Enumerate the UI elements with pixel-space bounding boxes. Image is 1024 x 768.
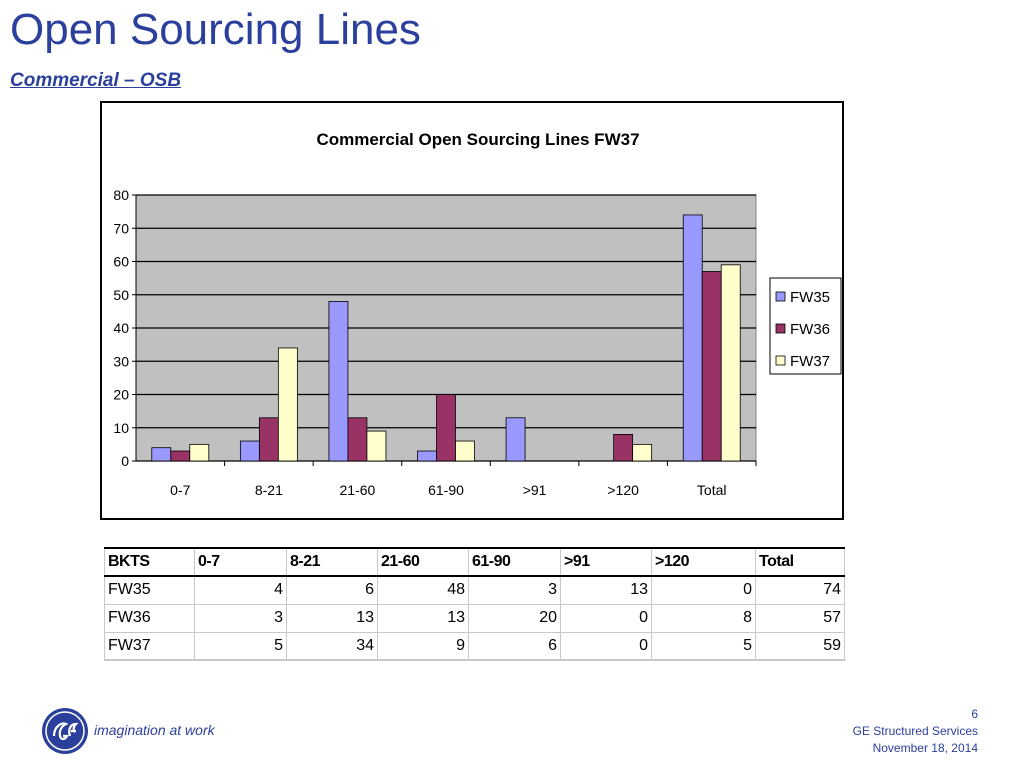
y-tick-label: 80: [113, 187, 129, 203]
table-header-cell: BKTS: [104, 547, 195, 577]
legend-label: FW37: [790, 353, 830, 370]
slide-subtitle: Commercial – OSB: [10, 70, 182, 91]
bar: [682, 214, 703, 462]
legend-label: FW36: [790, 321, 830, 338]
company-name: GE Structured Services: [852, 724, 978, 738]
bar: [277, 347, 298, 462]
bar: [455, 440, 475, 462]
y-tick-label: 50: [113, 287, 129, 303]
table-cell: FW37: [104, 631, 195, 661]
table-cell: 57: [755, 603, 845, 633]
table-cell: 0: [560, 603, 652, 633]
bar-chart: Commercial Open Sourcing Lines FW37 0 10 20…: [113, 130, 842, 498]
table-header-cell: 0-7: [194, 547, 287, 577]
x-tick-label: 61-90: [428, 482, 464, 498]
table-cell: 20: [468, 603, 561, 633]
legend-swatch: [775, 355, 786, 366]
table-cell: 8: [651, 603, 756, 633]
table-cell: 6: [468, 631, 561, 661]
bar: [505, 417, 526, 462]
table-header-cell: 61-90: [468, 547, 561, 577]
table-cell: 5: [651, 631, 756, 661]
table-row: FW36 3 13 13 20 0 8 57: [104, 603, 845, 633]
table-header-cell: >91: [560, 547, 652, 577]
footer-date: November 18, 2014: [872, 741, 978, 755]
bar: [170, 450, 191, 462]
bar: [151, 447, 172, 462]
y-tick-label: 0: [121, 453, 129, 469]
table-header-cell: 21-60: [377, 547, 469, 577]
chart-title: Commercial Open Sourcing Lines FW37: [316, 130, 639, 149]
slide-title: Open Sourcing Lines: [10, 5, 421, 54]
table-cell: 6: [286, 575, 378, 605]
table-cell: FW36: [104, 603, 195, 633]
table-cell: 4: [194, 575, 287, 605]
table-cell: 3: [194, 603, 287, 633]
table-header-cell: >120: [651, 547, 756, 577]
bar: [720, 264, 741, 462]
x-tick-label: 8-21: [255, 482, 283, 498]
table-cell: 34: [286, 631, 378, 661]
table-header-cell: Total: [755, 547, 845, 577]
table-cell: 48: [377, 575, 469, 605]
table-cell: 0: [651, 575, 756, 605]
table-cell: 13: [377, 603, 469, 633]
y-tick-label: 40: [113, 320, 129, 336]
bar: [189, 443, 210, 462]
table-row: FW37 5 34 9 6 0 5 59: [104, 631, 845, 661]
table-cell: 5: [194, 631, 287, 661]
bar: [347, 417, 368, 462]
bar: [613, 433, 634, 462]
y-tick-label: 30: [113, 353, 129, 369]
table-header-row: BKTS 0-7 8-21 21-60 61-90 >91 >120 Total: [104, 547, 845, 577]
y-tick-label: 70: [113, 220, 129, 236]
table-cell: FW35: [104, 575, 195, 605]
legend-label: FW35: [790, 289, 830, 306]
bar: [366, 430, 387, 462]
table-cell: 3: [468, 575, 561, 605]
x-tick-label: Total: [697, 482, 727, 498]
bar: [436, 394, 456, 462]
legend-swatch: [775, 323, 786, 334]
bar: [701, 271, 722, 462]
page-number: 6: [971, 707, 978, 721]
chart-container: Commercial Open Sourcing Lines FW37 0 10 20…: [100, 101, 844, 520]
table-cell: 59: [755, 631, 845, 661]
table-header-cell: 8-21: [286, 547, 378, 577]
bar: [632, 443, 653, 462]
table-cell: 0: [560, 631, 652, 661]
table-cell: 74: [755, 575, 845, 605]
x-tick-label: 0-7: [170, 482, 190, 498]
data-table: BKTS 0-7 8-21 21-60 61-90 >91 >120 Total…: [104, 547, 845, 661]
x-tick-label: 21-60: [340, 482, 376, 498]
bar: [328, 300, 349, 462]
x-tick-label: >91: [523, 482, 547, 498]
bar: [417, 450, 437, 462]
tagline: imagination at work: [94, 722, 215, 738]
y-tick-label: 10: [113, 420, 129, 436]
bar: [258, 417, 279, 462]
table-row: FW35 4 6 48 3 13 0 74: [104, 575, 845, 605]
table-cell: 9: [377, 631, 469, 661]
ge-logo-icon: [40, 706, 90, 761]
bar: [239, 440, 260, 462]
legend-swatch: [775, 291, 786, 302]
table-cell: 13: [286, 603, 378, 633]
y-tick-label: 60: [113, 254, 129, 270]
x-tick-label: >120: [607, 482, 639, 498]
y-tick-label: 20: [113, 387, 129, 403]
slide-footer: 6 GE Structured Services November 18, 20…: [853, 706, 978, 757]
table-cell: 13: [560, 575, 652, 605]
